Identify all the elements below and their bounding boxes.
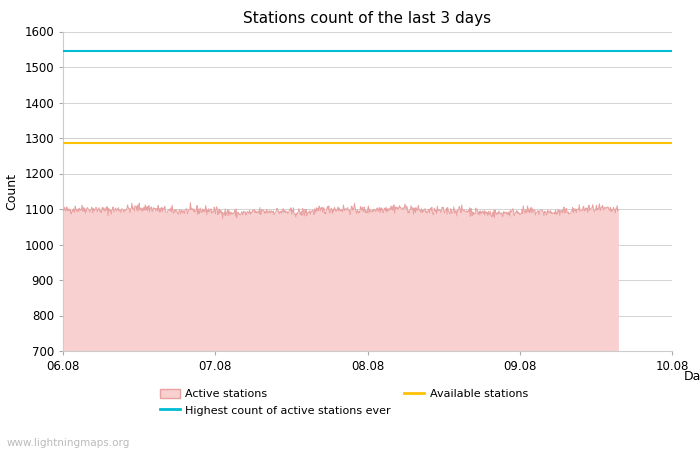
Text: www.lightningmaps.org: www.lightningmaps.org	[7, 438, 130, 448]
Title: Stations count of the last 3 days: Stations count of the last 3 days	[244, 11, 491, 26]
Legend: Active stations, Highest count of active stations ever, Available stations: Active stations, Highest count of active…	[160, 388, 528, 416]
X-axis label: Day: Day	[684, 370, 700, 383]
Y-axis label: Count: Count	[6, 173, 19, 210]
